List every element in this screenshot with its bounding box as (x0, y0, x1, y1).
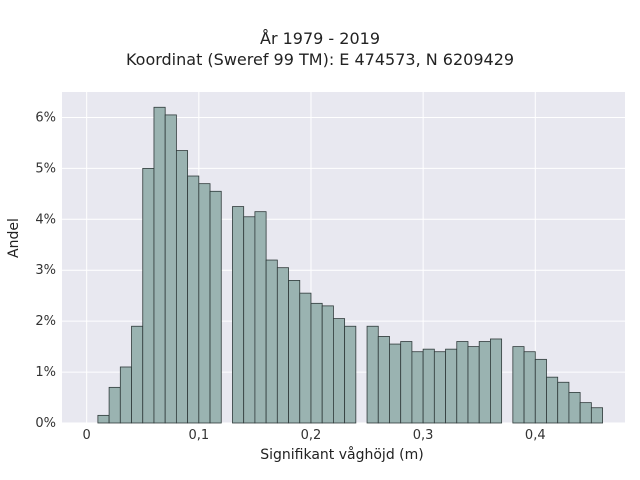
x-tick-label: 0,4 (525, 428, 546, 443)
y-axis-ticks: 0% 1% 2% 3% 4% 5% 6% (35, 110, 56, 431)
histogram-bar (131, 325, 144, 424)
y-tick-label: 0% (35, 416, 56, 431)
histogram-bar (153, 106, 166, 424)
y-tick-label: 3% (35, 263, 56, 278)
histogram-bar (333, 318, 346, 424)
histogram-bar (377, 336, 390, 424)
histogram-bar (512, 346, 525, 424)
histogram-bar (254, 211, 267, 424)
histogram-bar (568, 392, 581, 424)
histogram-bar (142, 167, 155, 424)
y-tick-label: 2% (35, 314, 56, 329)
histogram-bar (344, 325, 357, 424)
histogram-bar (108, 386, 121, 424)
histogram-bar (422, 348, 435, 424)
histogram-bar (389, 343, 402, 424)
x-tick-label: 0,2 (301, 428, 322, 443)
bar-series (97, 106, 603, 424)
histogram-bar (164, 114, 177, 424)
y-tick-label: 5% (35, 161, 56, 176)
histogram-bar (411, 351, 424, 424)
chart-title-line-2: Koordinat (Sweref 99 TM): E 474573, N 62… (125, 50, 515, 69)
y-tick-label: 6% (35, 110, 56, 125)
histogram-bar (276, 267, 289, 424)
histogram-bar (478, 341, 491, 424)
x-tick-label: 0,3 (413, 428, 434, 443)
histogram-bar (546, 376, 559, 424)
histogram-bar (490, 338, 503, 424)
histogram-bar (119, 366, 132, 424)
histogram-bar (590, 407, 603, 424)
histogram-bar (400, 341, 413, 424)
histogram-bar (198, 183, 211, 424)
y-tick-label: 1% (35, 365, 56, 380)
y-tick-label: 4% (35, 212, 56, 227)
histogram-bar (557, 381, 570, 424)
histogram-bar (265, 259, 278, 424)
histogram-bar (467, 346, 480, 424)
histogram-bar (209, 190, 222, 424)
histogram-bar (175, 150, 189, 424)
histogram-bar (187, 175, 200, 424)
histogram-bar (243, 216, 256, 424)
x-tick-label: 0 (83, 428, 91, 443)
histogram-bar (534, 358, 547, 424)
histogram-bar (366, 325, 379, 424)
histogram-bar (288, 280, 301, 424)
histogram-bar (433, 351, 446, 424)
y-axis-label: Andel (6, 218, 22, 258)
histogram-bar (97, 414, 110, 424)
x-axis-label: Signifikant våghöjd (m) (260, 447, 424, 463)
histogram-bar (523, 351, 536, 424)
x-axis-ticks: 0 0,1 0,2 0,3 0,4 (83, 428, 546, 443)
histogram-bar (299, 292, 312, 424)
chart-title-line-1: År 1979 - 2019 (260, 29, 380, 48)
histogram-bar (456, 341, 469, 424)
histogram-bar (321, 305, 334, 424)
histogram-bar (579, 402, 592, 424)
histogram-bar (445, 348, 458, 424)
x-tick-label: 0,1 (188, 428, 209, 443)
histogram-bar (310, 302, 323, 424)
histogram-bar (232, 206, 245, 424)
